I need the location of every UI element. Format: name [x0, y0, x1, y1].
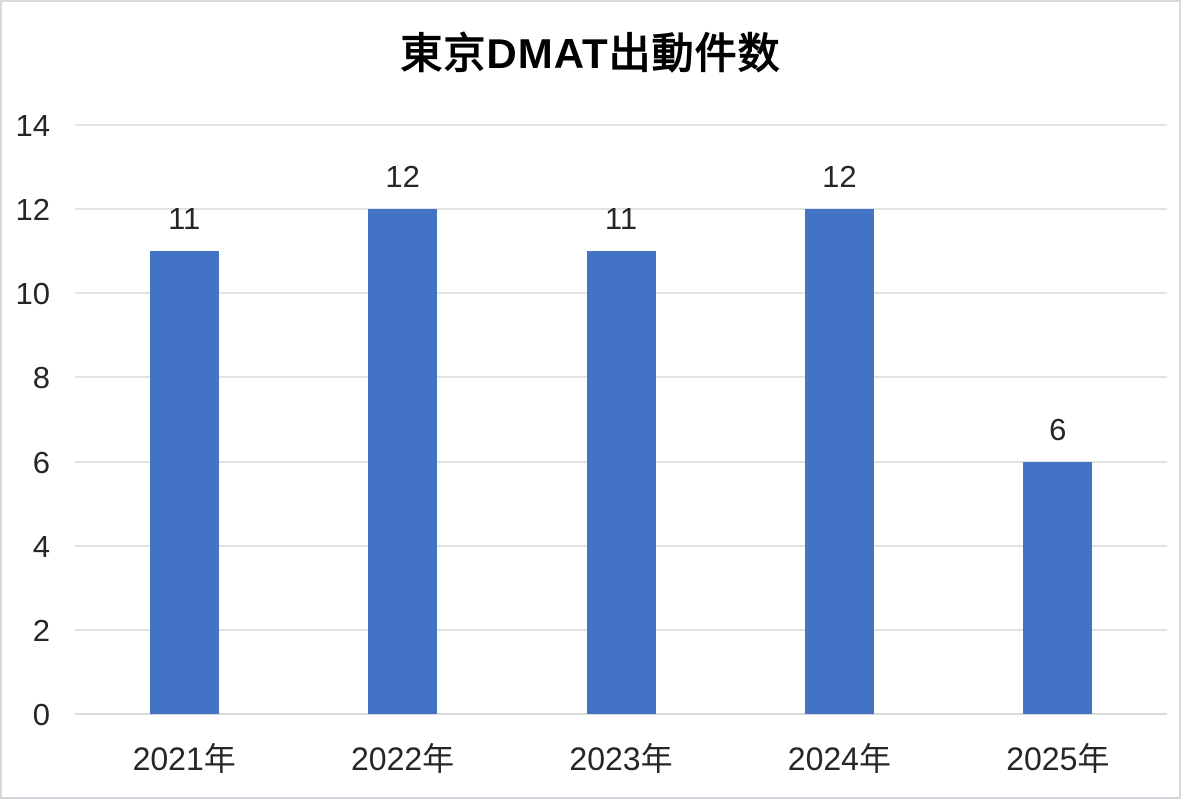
bar	[804, 209, 874, 714]
y-axis-tick-label: 14	[15, 108, 50, 143]
bar-value-label: 6	[1049, 411, 1067, 447]
y-axis-tick-label: 12	[15, 192, 50, 228]
gridline	[75, 208, 1167, 211]
x-axis-tick-label: 2025年	[1006, 741, 1110, 777]
y-axis-tick-label: 6	[32, 444, 50, 480]
bar	[1023, 461, 1093, 714]
x-axis-tick-label: 2021年	[132, 741, 236, 777]
bar	[149, 251, 219, 714]
bar-value-label: 11	[168, 201, 201, 237]
bar	[368, 209, 438, 714]
bar	[586, 251, 656, 714]
x-axis-tick-label: 2022年	[350, 741, 455, 777]
bar-value-label: 11	[604, 201, 638, 237]
chart-title: 東京DMAT出動件数	[400, 30, 781, 77]
bar-value-label: 12	[822, 159, 857, 195]
x-axis-tick-label: 2024年	[787, 741, 891, 777]
x-axis-tick-label: 2023年	[569, 741, 673, 777]
y-axis-tick-label: 8	[32, 360, 50, 396]
x-axis-line	[75, 713, 1167, 715]
gridline	[75, 124, 1167, 126]
y-axis-tick-label: 4	[32, 528, 50, 564]
y-axis-tick-label: 2	[32, 612, 50, 648]
y-axis-tick-label: 0	[32, 697, 50, 732]
y-axis-tick-label: 10	[15, 276, 50, 312]
bar-value-label: 12	[385, 159, 420, 195]
